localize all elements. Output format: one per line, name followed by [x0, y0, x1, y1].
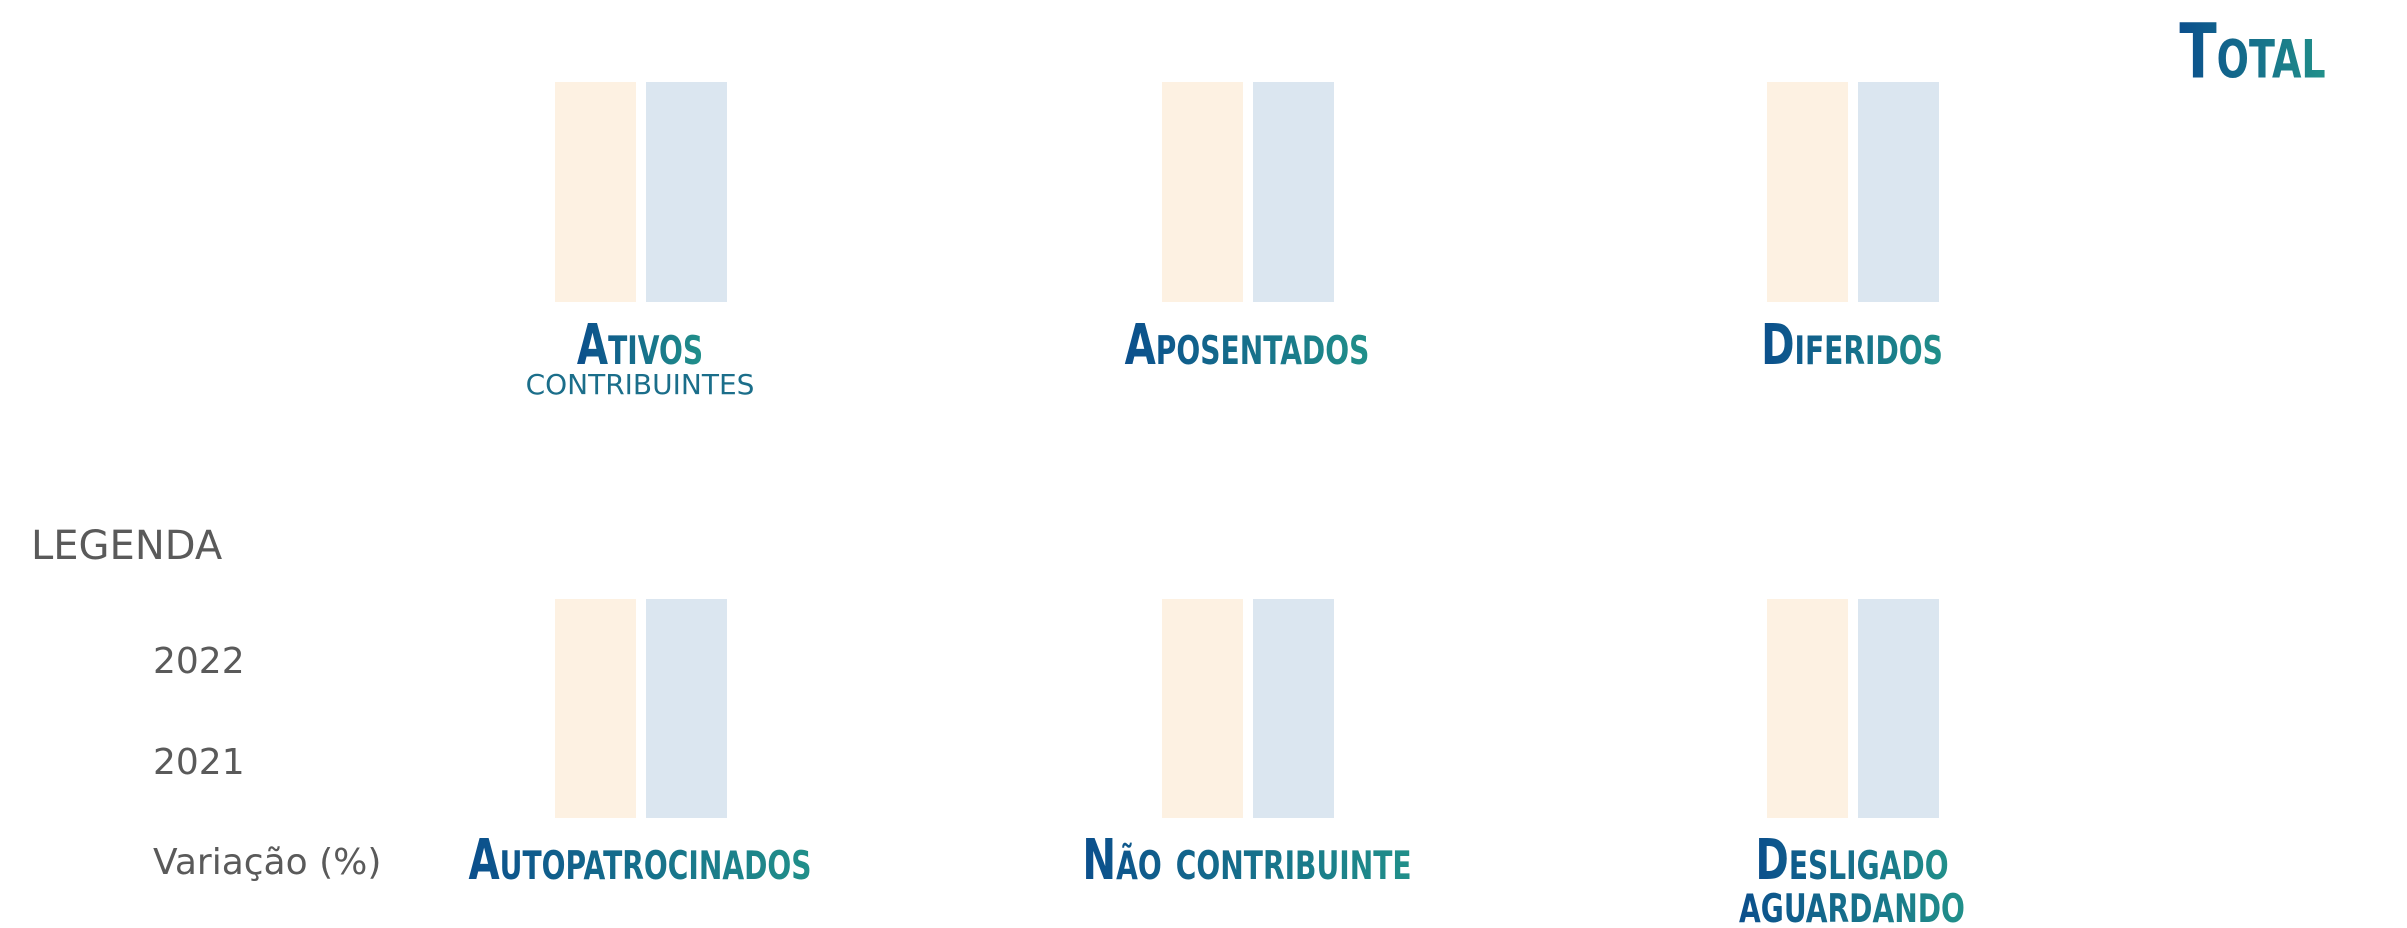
- group-label: Desligado: [1755, 827, 1948, 892]
- group-label: Ativos: [577, 312, 703, 377]
- bar-2021: [1858, 82, 1939, 302]
- bar-2022: [555, 599, 636, 818]
- group-label: Diferidos: [1761, 312, 1943, 377]
- bar-2022: [1767, 82, 1848, 302]
- group-card: Não contribuinte: [1082, 599, 1412, 893]
- bar-2022: [1162, 82, 1243, 302]
- label-group: Não contribuinte: [1082, 827, 1411, 892]
- bar-2021: [1858, 599, 1939, 818]
- label-group: Ativos: [577, 312, 703, 377]
- group-card: Autopatrocinados: [468, 599, 812, 893]
- group-label: Autopatrocinados: [468, 827, 811, 892]
- group-label: Não contribuinte: [1082, 827, 1411, 892]
- group-card: Aposentados: [1125, 82, 1370, 378]
- group-label: aguardando: [1739, 870, 1965, 928]
- bar-2022: [555, 82, 636, 302]
- label-group: Autopatrocinados: [468, 827, 811, 892]
- bar-2021: [1253, 599, 1334, 818]
- bar-2021: [646, 82, 727, 302]
- label-group: Diferidos: [1761, 312, 1943, 377]
- bar-2021: [1253, 82, 1334, 302]
- legend-title: LEGENDA: [31, 523, 223, 569]
- page-title: Total: [2179, 8, 2325, 96]
- legend-item: 2021: [153, 742, 245, 783]
- legend-item: Variação (%): [153, 842, 381, 883]
- bar-2022: [1162, 599, 1243, 818]
- group-label: Aposentados: [1125, 312, 1370, 377]
- bar-2021: [646, 599, 727, 818]
- label-group: Aposentados: [1125, 312, 1370, 377]
- group-card: Diferidos: [1761, 82, 1943, 378]
- group-sublabel: CONTRIBUINTES: [526, 368, 755, 401]
- legend-item: 2022: [153, 641, 245, 682]
- bar-2022: [1767, 599, 1848, 818]
